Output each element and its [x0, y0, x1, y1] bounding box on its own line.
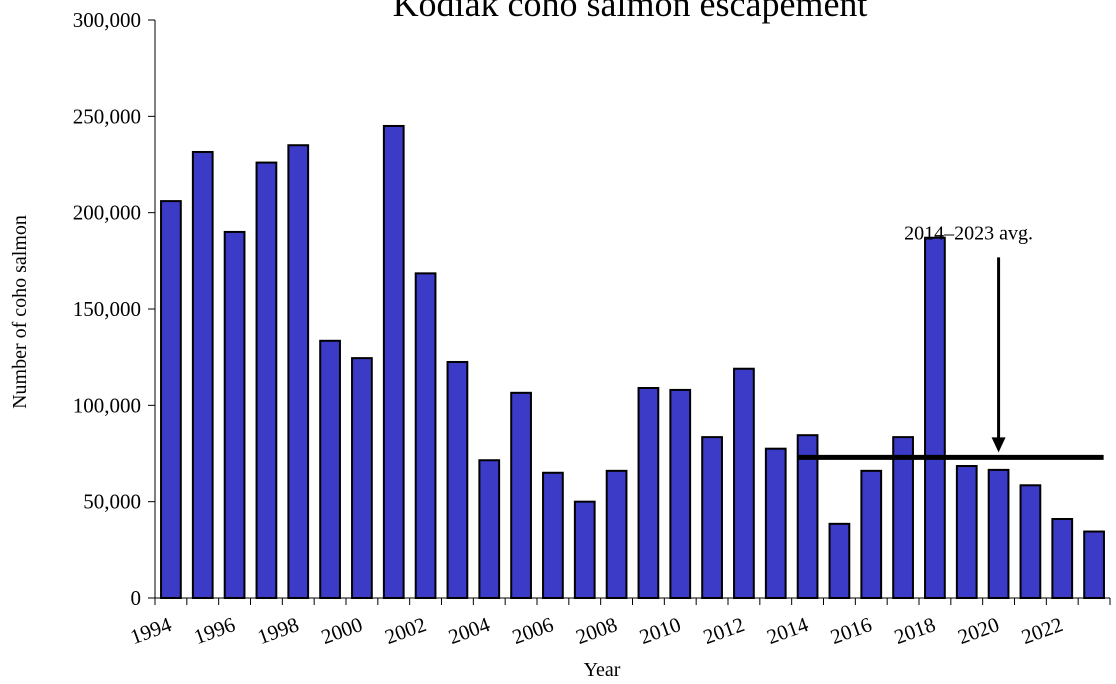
bar [637, 386, 660, 600]
y-tick-label: 250,000 [73, 104, 141, 128]
bar [605, 469, 628, 599]
bar [223, 230, 246, 600]
bar [319, 339, 341, 599]
bar [478, 459, 501, 600]
y-axis-label: Number of coho salmon [9, 215, 31, 409]
bar [924, 236, 946, 599]
chart-title: Kodiak coho salmon escapement [393, 0, 868, 24]
bar [1083, 530, 1105, 600]
bar [573, 500, 596, 599]
bar [160, 200, 182, 600]
bar [860, 469, 883, 599]
x-tick-label: 2014 [764, 612, 812, 649]
x-tick-label: 2004 [445, 612, 493, 649]
bar [1051, 518, 1074, 599]
x-tick-label: 2008 [573, 612, 621, 649]
bar [255, 161, 278, 599]
x-tick-label: 2020 [955, 612, 1003, 649]
x-tick-label: 2012 [700, 612, 748, 649]
bar [287, 144, 310, 599]
bar [542, 471, 564, 599]
x-tick-label: 2006 [509, 612, 557, 649]
bar [191, 150, 214, 600]
x-tick-label: 2016 [827, 612, 875, 649]
bar [796, 434, 819, 599]
x-tick-label: 1998 [254, 612, 302, 649]
bar [446, 360, 469, 599]
y-tick-label: 50,000 [83, 490, 141, 514]
x-tick-label: 2018 [891, 612, 939, 649]
bar [828, 522, 851, 599]
bar [955, 465, 978, 600]
bar [510, 391, 532, 599]
x-tick-label: 2000 [318, 612, 366, 649]
x-tick-label: 1996 [191, 612, 239, 649]
bar [701, 436, 723, 599]
y-tick-label: 100,000 [73, 393, 141, 417]
bar [669, 388, 692, 600]
bar [351, 357, 373, 599]
y-tick-label: 150,000 [73, 297, 141, 321]
annotation-label: 2014–2023 avg. [904, 222, 1033, 244]
bar [892, 436, 914, 599]
bar [414, 272, 437, 599]
bar [987, 468, 1010, 600]
bar [764, 447, 787, 599]
x-tick-label: 2010 [636, 612, 684, 649]
y-tick-label: 300,000 [73, 8, 141, 32]
x-axis-label: Year [584, 659, 621, 681]
x-tick-label: 1994 [127, 612, 175, 649]
y-tick-label: 0 [131, 586, 142, 610]
bar [733, 367, 755, 599]
arrow-head [991, 437, 1006, 453]
x-tick-label: 2022 [1018, 612, 1066, 649]
bar [1019, 484, 1042, 600]
bar [382, 124, 405, 599]
y-tick-label: 200,000 [73, 201, 141, 225]
x-tick-label: 2002 [382, 612, 430, 649]
